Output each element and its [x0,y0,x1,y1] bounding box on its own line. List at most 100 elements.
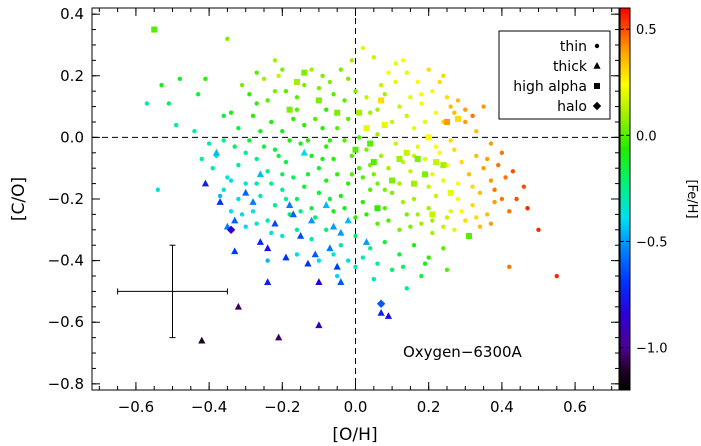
triangle-point [198,336,206,344]
circle-point [324,107,329,112]
circle-point [360,45,366,51]
circle-point [247,92,252,97]
circle-point [342,206,347,211]
circle-point [492,199,497,205]
circle-point [386,165,391,171]
triangle-point [337,228,345,236]
circle-point [499,150,505,155]
circle-point [474,153,479,159]
triangle-point [286,201,294,208]
circle-point [463,218,468,223]
square-point [151,26,158,33]
square-point [356,109,363,116]
circle-point [309,206,314,211]
circle-point [419,221,424,226]
circle-point [155,187,161,192]
circle-point [228,178,234,183]
circle-point [254,181,259,186]
circle-point [481,104,486,109]
circle-point [353,88,358,94]
square-point [315,97,322,104]
diamond-point [376,299,386,308]
circle-point [316,85,322,91]
circle-point [236,162,241,168]
circle-point [345,258,351,263]
circle-point [514,196,519,202]
y-tick-label: −0.8 [48,375,84,393]
circle-point [250,113,256,119]
square-point [396,155,403,162]
circle-point [360,255,366,260]
circle-point [258,129,263,134]
circle-point [400,199,406,205]
circle-point [521,184,527,189]
data-points [144,26,559,344]
square-point [301,69,308,76]
triangle-point [297,231,305,239]
circle-point [210,165,215,171]
x-tick-label: 0.0 [344,398,368,416]
circle-point [291,116,296,122]
circle-point [408,95,413,100]
square-point [286,106,293,113]
circle-point [228,110,234,115]
reference-lines [92,8,619,390]
triangle-point [333,262,341,270]
square-point [352,146,359,153]
x-axis-ticks: −0.6 −0.4 −0.2 0.0 0.2 0.4 0.6 [98,8,613,416]
circle-point [481,165,486,171]
circle-point [470,202,475,208]
circle-point [397,227,402,233]
circle-point [316,258,322,263]
square-point [447,189,454,196]
circle-point [430,218,435,223]
circle-point [419,273,424,279]
circle-point [400,58,406,63]
circle-point [258,193,263,199]
circle-point [389,190,395,196]
circle-point [459,209,464,214]
circle-point [485,156,490,162]
circle-point [404,286,409,291]
legend-square-marker [594,83,600,89]
circle-point [507,209,512,214]
circle-point [433,193,439,199]
circle-point [294,95,300,100]
circle-point [371,55,376,60]
circle-point [367,110,373,115]
square-point [403,149,410,156]
circle-point [294,196,300,202]
square-point [422,171,429,178]
circle-point [327,196,333,202]
colorbar: 0.5 0.0 −0.5 −1.0 [Fe/H] [619,7,699,391]
circle-point [217,193,223,199]
circle-point [236,125,241,131]
circle-point [441,178,446,183]
circle-point [430,88,435,94]
circle-point [302,184,307,189]
circle-point [302,122,307,128]
circle-point [353,264,358,269]
circle-point [419,101,424,106]
circle-point [338,243,344,248]
circle-point [389,119,395,125]
circle-point [466,172,472,177]
square-point [414,155,421,162]
circle-point [324,144,329,149]
legend: thin thick high alpha halo [498,30,611,120]
circle-point [463,119,468,125]
circle-point [313,215,318,220]
circle-point [455,181,461,186]
square-point [389,177,396,184]
x-axis-title: [O/H] [332,425,377,445]
circle-point [393,79,398,85]
circle-point [430,230,435,236]
circle-point [415,212,420,217]
square-point [334,109,341,116]
circle-point [345,181,351,186]
series-thick [198,148,393,344]
circle-point [338,67,344,72]
circle-point [422,156,428,162]
triangle-point [264,278,272,285]
circle-point [276,73,281,78]
